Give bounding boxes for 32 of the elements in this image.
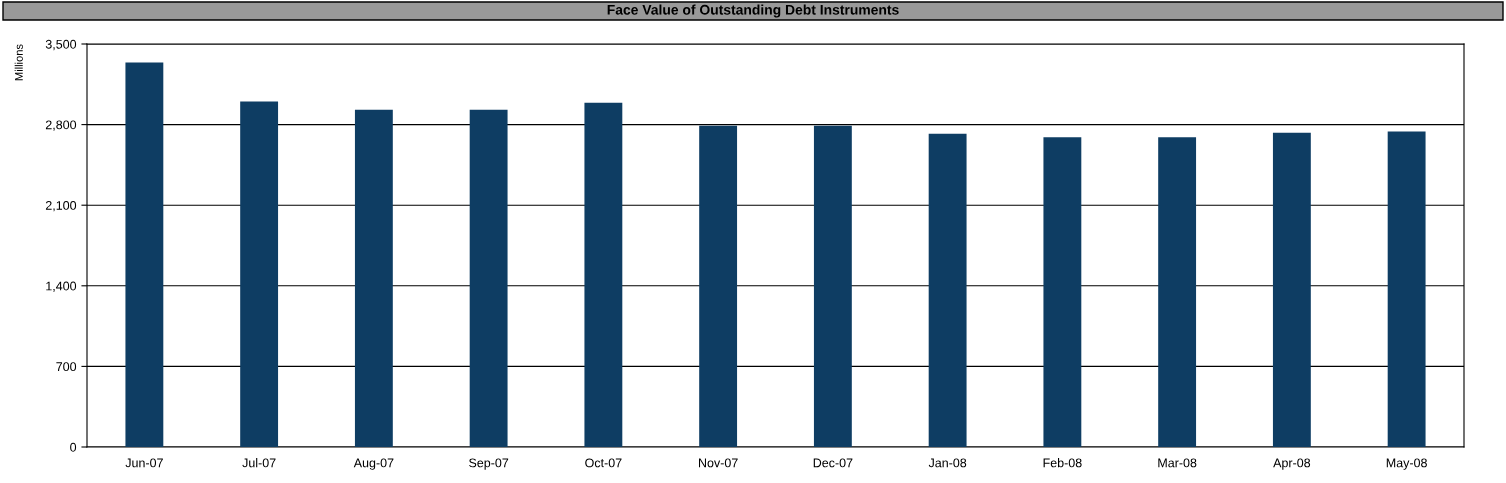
- x-tick-label: Mar-08: [1158, 458, 1197, 468]
- bar: [584, 102, 623, 447]
- y-tick-label: 0: [70, 442, 77, 452]
- x-tick-label: Jan-08: [928, 458, 967, 468]
- x-tick-label: Apr-08: [1273, 458, 1311, 470]
- bar: [354, 109, 393, 447]
- x-tick-label: Jun-07: [125, 458, 163, 468]
- bar: [813, 125, 852, 447]
- bar: [1272, 132, 1311, 447]
- x-tick-label: Sep-07: [469, 458, 509, 470]
- x-tick-label: Jul-07: [242, 458, 276, 468]
- bar: [469, 109, 508, 447]
- y-tick-label: 700: [56, 362, 77, 372]
- x-tick-label: Nov-07: [699, 458, 738, 468]
- bar: [928, 133, 967, 447]
- x-tick-label: Feb-08: [1043, 458, 1082, 468]
- x-tick-label: May-08: [1386, 458, 1427, 470]
- chart-title: Face Value of Outstanding Debt Instruments: [607, 4, 899, 18]
- y-axis-title: Millions: [14, 44, 23, 81]
- x-tick-label: Dec-07: [813, 458, 853, 468]
- y-tick-label: 2,100: [45, 201, 77, 212]
- x-tick-label: Oct-07: [585, 458, 622, 468]
- bar: [1387, 131, 1426, 447]
- y-tick-label: 3,500: [45, 39, 77, 51]
- bar: [1158, 137, 1197, 447]
- bar: [699, 125, 738, 447]
- bar: [240, 101, 279, 447]
- bar: [1043, 137, 1082, 447]
- x-tick-label: Aug-07: [353, 458, 394, 470]
- y-tick-label: 1,400: [46, 281, 77, 292]
- bar: [125, 62, 164, 447]
- y-tick-label: 2,800: [45, 120, 77, 131]
